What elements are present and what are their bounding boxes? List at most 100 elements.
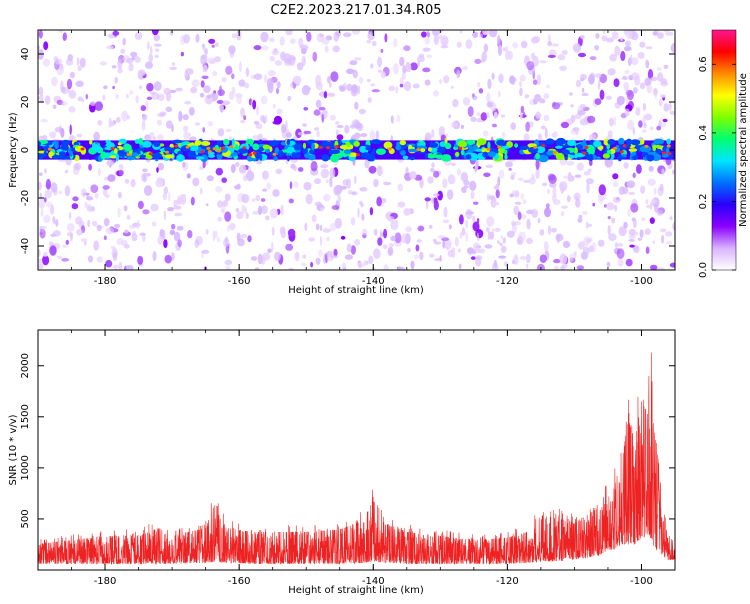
spectrogram-blob <box>665 31 674 36</box>
spectrogram-blob <box>397 183 403 192</box>
spectrogram-blob <box>336 124 344 129</box>
spectrogram-blob <box>271 49 280 56</box>
spectrogram-blob <box>570 104 574 108</box>
spectrogram-blob <box>107 174 116 182</box>
spectrogram-band-blob <box>471 153 476 159</box>
spectrogram-blob <box>624 108 630 117</box>
spectrogram-blob <box>169 66 178 71</box>
spectrogram-blob <box>563 175 568 179</box>
spectrogram-peak-blob <box>207 150 212 153</box>
spectrogram-blob <box>56 99 64 106</box>
spectrogram-band-blob <box>555 145 563 149</box>
spectrogram-blob <box>537 217 541 224</box>
spectrogram-blob <box>320 207 324 211</box>
spectrogram-blob <box>614 204 618 212</box>
spectrogram-blob <box>42 58 51 67</box>
spectrogram-blob <box>179 194 187 205</box>
spectrogram-blob <box>289 38 296 45</box>
spectrogram-band-blob <box>602 153 611 159</box>
spectrogram-blob <box>222 200 228 208</box>
spectrogram-blob <box>488 195 495 200</box>
spectrogram-blob <box>511 80 516 85</box>
spectrogram-band-blob <box>114 148 118 154</box>
spectrogram-blob <box>148 53 153 63</box>
spectrogram-blob <box>657 32 664 39</box>
spectrogram-blob <box>306 31 312 42</box>
spectrogram-blob <box>614 45 621 57</box>
spectrogram-blob <box>547 188 550 194</box>
spectrogram-blob <box>450 85 454 89</box>
spectrogram-blob <box>143 185 153 196</box>
spectrogram-blob <box>481 51 488 62</box>
spectrogram-blob <box>75 216 83 225</box>
spectrogram-band-blob <box>506 141 513 148</box>
spectrogram-blob <box>131 56 135 61</box>
colorbar-frame <box>711 29 737 271</box>
spectrogram-blob <box>288 198 294 204</box>
spectrogram-blob <box>456 41 462 48</box>
spectrogram-blob <box>262 170 269 180</box>
spectrogram-band-blob <box>188 145 199 152</box>
spectrogram-blob <box>228 45 236 55</box>
spectrogram-blob <box>340 235 346 240</box>
spectrogram-blob <box>91 206 95 212</box>
spectrogram-blob <box>635 106 641 116</box>
spectrogram-blob <box>49 131 57 139</box>
spectrogram-blob <box>580 77 585 82</box>
spectrogram-blob <box>52 104 57 110</box>
spectrogram-blob <box>44 189 52 199</box>
spectrogram-band-blob <box>457 140 468 148</box>
spectrogram-blob <box>202 160 206 169</box>
spectrogram-blob <box>89 101 96 106</box>
spectrogram-blob <box>416 55 425 63</box>
spectrogram-blob <box>535 159 540 171</box>
spectrogram-band-blob <box>187 150 196 159</box>
spectrogram-blob <box>96 224 102 232</box>
spectrogram-blob <box>344 254 353 260</box>
spectrogram-band-blob <box>465 154 472 160</box>
spectrogram-blob <box>271 241 274 252</box>
spectrogram-blob <box>103 218 110 227</box>
spectrogram-blob <box>267 248 272 253</box>
spectrogram-blob <box>111 65 117 69</box>
spectrogram-peak-blob <box>644 144 649 148</box>
spectrogram-peak-blob <box>416 148 421 152</box>
spectrogram-band-blob <box>142 140 152 148</box>
spectrogram-blob <box>315 223 320 231</box>
spectrogram-blob <box>341 262 347 270</box>
spectrogram-blob <box>442 219 449 224</box>
spectrogram-blob <box>231 73 235 80</box>
y-tick-label: 0 <box>20 147 31 153</box>
spectrogram-blob <box>272 189 280 197</box>
spectrogram-blob <box>285 30 293 36</box>
spectrogram-band-blob <box>295 152 301 159</box>
spectrogram-blob <box>321 37 330 45</box>
spectrogram-blob <box>491 72 495 80</box>
spectrogram-blob <box>178 110 183 122</box>
spectrogram-blob <box>191 79 200 87</box>
spectrogram-blob <box>62 244 68 248</box>
spectrogram-blob <box>84 201 88 209</box>
spectrogram-blob <box>176 225 184 231</box>
spectrogram-blob <box>188 106 195 116</box>
spectrogram-band-blob <box>321 154 330 162</box>
spectrogram-blob <box>367 78 371 83</box>
spectrogram-blob <box>493 259 498 268</box>
spectrogram-blob <box>661 168 665 176</box>
figure-title: C2E2.2023.217.01.34.R05 <box>270 3 441 18</box>
spectrogram-band-blob <box>606 149 612 155</box>
spectrogram-blob <box>575 126 579 136</box>
spectrogram-blob <box>551 43 560 47</box>
spectrogram-blob <box>618 226 627 237</box>
spectrogram-blob <box>265 215 270 221</box>
spectrogram-blob <box>387 216 395 223</box>
spectrogram-band-blob <box>134 139 140 144</box>
spectrogram-blob <box>474 58 482 64</box>
spectrogram-blob <box>526 209 534 215</box>
spectrogram-blob <box>465 39 473 49</box>
spectrogram-blob <box>504 161 513 168</box>
spectrogram-blob <box>568 92 573 96</box>
spectrogram-blob <box>157 236 164 245</box>
spectrogram-blob <box>335 31 342 37</box>
spectrogram-blob <box>390 235 396 242</box>
